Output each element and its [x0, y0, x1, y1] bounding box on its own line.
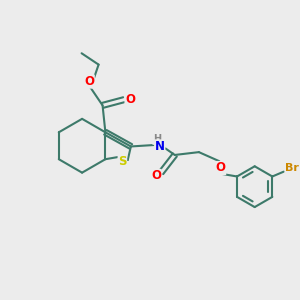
Text: Br: Br — [285, 163, 299, 173]
Text: S: S — [118, 155, 127, 168]
Text: N: N — [155, 140, 165, 153]
Text: O: O — [84, 75, 94, 88]
Text: H: H — [153, 134, 161, 144]
Text: O: O — [216, 161, 226, 175]
Text: O: O — [151, 169, 161, 182]
Text: O: O — [125, 93, 135, 106]
